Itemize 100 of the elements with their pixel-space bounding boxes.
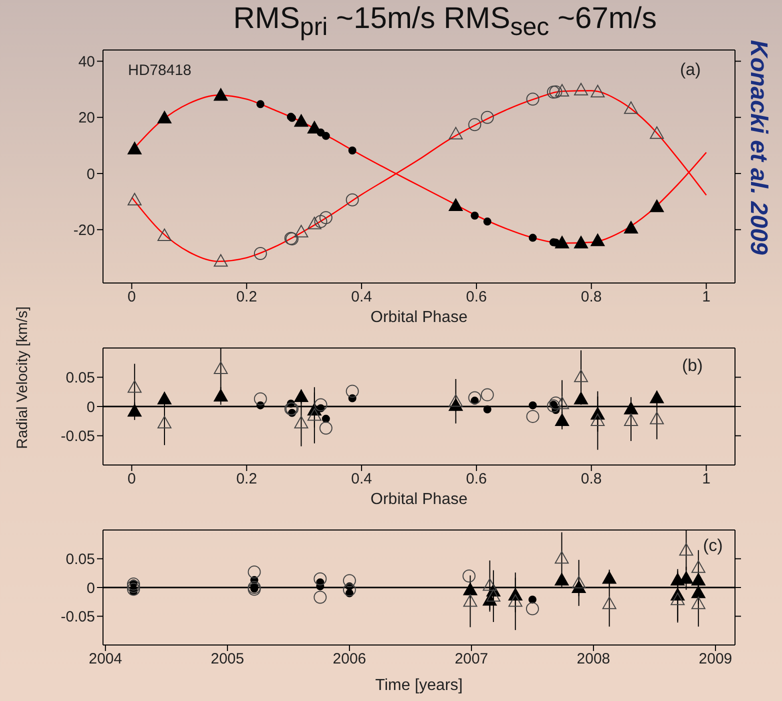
point: [254, 392, 267, 406]
point: [448, 198, 463, 212]
point: [590, 84, 605, 98]
x-tick-label: 2005: [210, 650, 244, 668]
point: [480, 110, 494, 124]
point: [463, 594, 478, 607]
point: [650, 412, 664, 424]
y-tick-label: 0.05: [66, 551, 95, 568]
point: [528, 234, 537, 242]
point: [602, 596, 616, 610]
y-tick-label: 20: [78, 110, 95, 127]
point: [691, 586, 706, 598]
x-tick-label: 2008: [576, 650, 610, 668]
point: [574, 370, 588, 382]
point: [546, 399, 560, 412]
x-tick-label: 2009: [698, 650, 732, 668]
point: [256, 100, 264, 108]
point: [322, 414, 330, 423]
point: [248, 565, 261, 578]
point: [572, 576, 586, 588]
x-tick-label: 0.6: [466, 288, 487, 306]
point: [346, 384, 359, 398]
point: [483, 218, 492, 226]
point: [554, 551, 569, 564]
y-tick-label: 0: [86, 580, 95, 597]
point: [448, 394, 463, 407]
point: [574, 236, 588, 248]
point: [307, 216, 322, 230]
point: [526, 602, 539, 616]
point: [574, 82, 588, 96]
point: [342, 583, 356, 596]
point: [322, 132, 330, 140]
x-tick-label: 0: [128, 288, 136, 306]
point: [294, 114, 308, 127]
point: [679, 543, 694, 556]
point: [348, 146, 356, 154]
point: [480, 388, 494, 402]
point: [486, 589, 500, 602]
point: [691, 560, 706, 573]
point: [555, 414, 570, 426]
point: [483, 405, 492, 414]
point: [691, 573, 706, 586]
x-axis-title: Orbital Phase: [370, 491, 468, 508]
x-tick-label: 1: [702, 470, 710, 488]
point: [650, 390, 664, 404]
point: [482, 578, 497, 591]
y-tick-label: -0.05: [60, 608, 95, 626]
point: [128, 142, 142, 154]
point: [128, 192, 142, 206]
point: [555, 84, 570, 96]
point: [528, 596, 536, 604]
x-tick-label: 2004: [88, 650, 122, 668]
point: [508, 594, 522, 607]
point: [294, 224, 308, 238]
y-tick-label: -0.05: [60, 428, 95, 446]
x-tick-label: 0.8: [580, 288, 602, 306]
point: [526, 410, 540, 423]
point: [448, 126, 463, 140]
point: [590, 414, 605, 426]
point: [528, 401, 537, 410]
point: [346, 193, 359, 206]
point: [214, 88, 228, 101]
point: [319, 422, 332, 435]
point: [602, 571, 616, 584]
point: [549, 396, 562, 410]
point: [555, 396, 570, 410]
x-tick-label: 0.2: [236, 288, 258, 306]
text: Konacki et al. 2009: [744, 40, 772, 255]
point: [314, 590, 327, 604]
point: [463, 582, 478, 596]
x-tick-label: 0.6: [466, 470, 487, 488]
annotation: (b): [682, 356, 703, 376]
x-tick-label: 2006: [332, 650, 366, 668]
point: [470, 212, 479, 220]
point: [157, 228, 172, 242]
x-tick-label: 2007: [454, 650, 488, 668]
x-axis-title: Orbital Phase: [370, 309, 468, 326]
y-tick-label: 40: [78, 54, 95, 71]
point: [468, 391, 482, 404]
point: [549, 85, 562, 98]
point: [214, 388, 228, 402]
y-tick-label: 0: [86, 166, 95, 183]
point: [468, 118, 482, 132]
point: [526, 92, 540, 106]
point: [319, 211, 332, 224]
point: [624, 101, 638, 114]
chart-title: RMS$_{pri}$ ~15m/s RMS$_{sec}$ ~67m/s: [232, 2, 658, 42]
point: [128, 380, 142, 393]
point: [624, 402, 638, 414]
point: [254, 247, 267, 260]
point: [555, 236, 570, 248]
point: [157, 416, 172, 428]
y-tick-label: 0.05: [66, 370, 95, 387]
point: [214, 254, 228, 267]
x-tick-label: 0.8: [580, 470, 602, 488]
point: [650, 200, 664, 212]
x-tick-label: 0.2: [236, 470, 258, 488]
point: [691, 596, 706, 610]
point: [462, 570, 476, 582]
point: [624, 414, 638, 426]
